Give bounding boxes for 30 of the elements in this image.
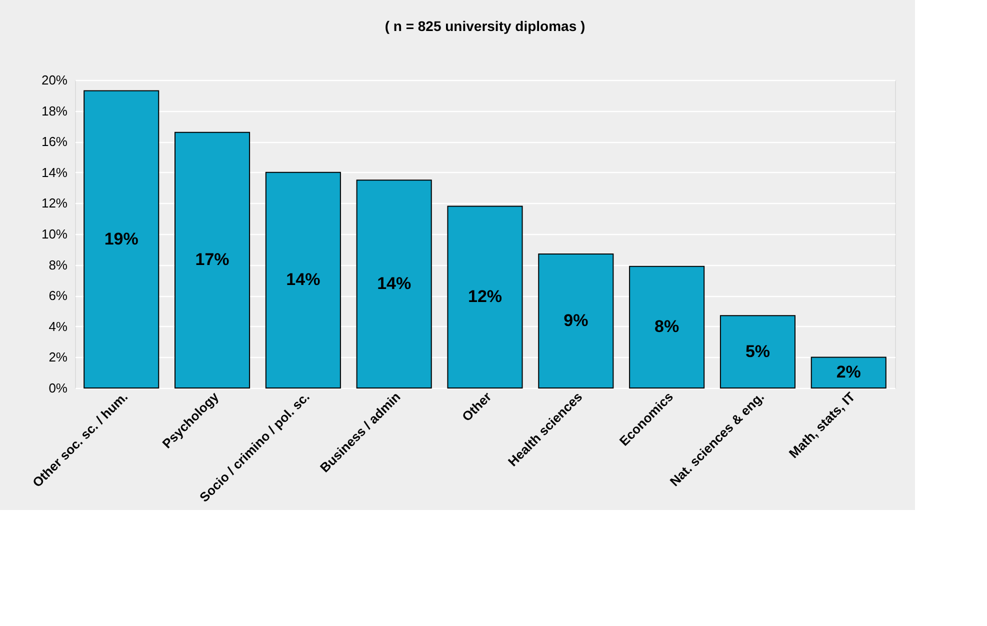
bar [84,90,160,388]
y-tick-label: 10% [41,226,68,242]
y-tick-label: 14% [41,164,68,180]
y-tick-label: 20% [41,72,68,88]
y-tick-label: 18% [41,103,68,118]
y-tick-label: 16% [41,134,68,150]
data-label: 9% [564,311,588,330]
data-label: 17% [195,250,230,270]
bar [538,254,614,388]
y-tick-label: 2% [48,350,68,365]
bar [720,315,796,388]
data-label: 5% [745,342,770,361]
data-label: 19% [104,229,138,248]
data-label: 12% [468,287,502,306]
bar [810,356,886,388]
y-tick-label: 6% [48,288,68,304]
bar [629,266,705,388]
y-tick-label: 4% [48,318,68,334]
bar [174,132,250,388]
y-tick-label: 12% [41,196,68,211]
data-label: 14% [377,274,412,294]
chart-title: ( n = 825 university diplomas ) [384,18,586,34]
bar [265,172,341,388]
bar [356,180,432,388]
data-label: 8% [654,317,680,336]
data-label: 2% [836,362,861,382]
y-tick-label: 0% [48,380,68,396]
bar [447,206,523,388]
data-label: 14% [286,270,320,290]
y-tick-label: 8% [48,257,68,272]
